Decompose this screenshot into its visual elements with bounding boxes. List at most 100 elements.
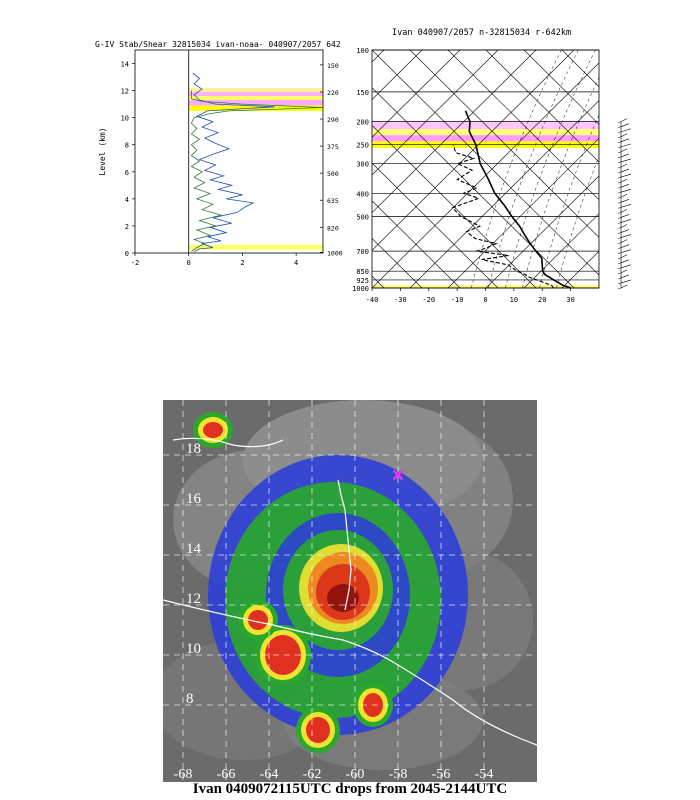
wind-barb	[620, 204, 632, 208]
x-tick-label: 30	[566, 296, 574, 304]
x-tick-label: -30	[394, 296, 407, 304]
skewt-title: Ivan 040907/2057 n-32815034 r-642km	[392, 28, 572, 38]
moist-adiabat-line	[471, 50, 562, 288]
isotherm-line	[30, 50, 270, 288]
wind-barb-tail	[617, 237, 622, 239]
pressure-label: 1000	[352, 285, 369, 293]
pressure-label: 300	[356, 161, 369, 169]
isotherm-line	[0, 50, 156, 288]
pressure-level-label: 500	[327, 170, 339, 178]
island-chain	[337, 479, 352, 611]
wind-barb	[620, 254, 628, 259]
convective-cell-core	[306, 717, 330, 743]
wind-barb	[620, 123, 630, 127]
isotherm-line	[372, 50, 461, 138]
wind-barb-tail	[617, 252, 622, 254]
dry-adiabat-line	[409, 50, 599, 238]
longitude-label: -62	[303, 767, 322, 782]
dry-adiabat-line	[638, 50, 700, 288]
pressure-label: 150	[356, 89, 369, 97]
wind-barb	[620, 234, 632, 238]
wind-barb-tail	[617, 222, 622, 224]
longitude-label: -60	[346, 767, 365, 782]
wind-barb-tail	[617, 156, 622, 159]
y-tick-label: 12	[121, 88, 129, 96]
dry-adiabat-line	[485, 50, 599, 163]
y-tick-label: 6	[125, 169, 129, 177]
wind-barb-tail	[617, 151, 622, 154]
coastline	[163, 599, 537, 746]
pressure-label: 200	[356, 119, 369, 127]
wind-barb-tail	[617, 227, 622, 229]
wind-barb-tail	[617, 247, 622, 249]
y-tick-label: 14	[121, 61, 129, 69]
dry-adiabat-line	[523, 50, 599, 125]
x-tick-label: 0	[483, 296, 487, 304]
wind-barb	[620, 168, 630, 173]
wind-barb-tail	[617, 242, 622, 244]
pressure-level-label: 635	[327, 197, 339, 205]
wind-barb-tail	[617, 171, 622, 174]
highlight-band	[372, 135, 599, 142]
wind-barb	[620, 193, 628, 198]
wind-barb	[620, 284, 628, 289]
isotherm-line	[106, 50, 346, 288]
isotherm-line	[638, 50, 700, 288]
pressure-level-label: 375	[327, 143, 339, 151]
wind-barb	[620, 259, 630, 264]
dry-adiabat-line	[0, 50, 156, 288]
wind-barb	[620, 163, 628, 168]
wind-barb-tail	[617, 176, 622, 179]
wind-barb-tail	[617, 202, 622, 204]
convective-cell-core	[203, 422, 223, 438]
wind-barb-tail	[617, 282, 622, 285]
wind-barb-tail	[617, 232, 622, 234]
highlight-band	[372, 129, 599, 136]
wind-barb-tail	[617, 166, 622, 169]
isotherm-line	[68, 50, 308, 288]
dewpoint-profile	[451, 144, 555, 289]
longitude-label: -64	[260, 767, 279, 782]
x-tick-label: 20	[538, 296, 546, 304]
wind-barb	[620, 118, 628, 122]
pressure-level-label: 1000	[327, 249, 343, 257]
wind-barb	[620, 209, 628, 213]
dry-adiabat-line	[600, 50, 700, 288]
wind-barb	[620, 143, 632, 148]
dry-adiabat-line	[372, 124, 537, 288]
wind-barb	[620, 199, 630, 203]
stab-shear-title: G-IV Stab/Shear 32815034 ivan-noaa- 0409…	[95, 40, 341, 49]
wind-barb-tail	[617, 207, 622, 209]
wind-barb	[620, 229, 630, 233]
wind-barb	[620, 138, 630, 143]
wind-barb	[620, 244, 630, 248]
isotherm-line	[523, 213, 599, 288]
wind-barb	[620, 239, 628, 243]
pressure-label: 925	[356, 277, 369, 285]
isotherm-line	[372, 50, 423, 101]
series-line-0	[192, 72, 275, 252]
temperature-profile	[464, 110, 571, 289]
convective-cell-core	[265, 635, 301, 675]
dry-adiabat-line	[561, 50, 599, 88]
pressure-label: 500	[356, 213, 369, 221]
longitude-label: -58	[389, 767, 408, 782]
highlight-band	[188, 100, 323, 106]
highlight-band	[188, 96, 323, 101]
pressure-label: 700	[356, 248, 369, 256]
wind-barb	[620, 269, 628, 274]
figure-caption: Ivan 0409072115UTC drops from 2045-2144U…	[192, 781, 508, 797]
pressure-label: 250	[356, 142, 369, 150]
wind-barb-tail	[617, 121, 622, 123]
wind-barb	[620, 188, 632, 193]
x-tick-label: -40	[366, 296, 379, 304]
wind-barb	[620, 148, 628, 153]
wind-barb-tail	[617, 212, 622, 214]
dry-adiabat-line	[0, 50, 232, 288]
y-tick-label: 2	[125, 223, 129, 231]
isotherm-line	[0, 50, 232, 288]
wind-barb-tail	[617, 257, 622, 259]
convective-cell-core	[248, 610, 268, 630]
dry-adiabat-line	[676, 50, 700, 288]
